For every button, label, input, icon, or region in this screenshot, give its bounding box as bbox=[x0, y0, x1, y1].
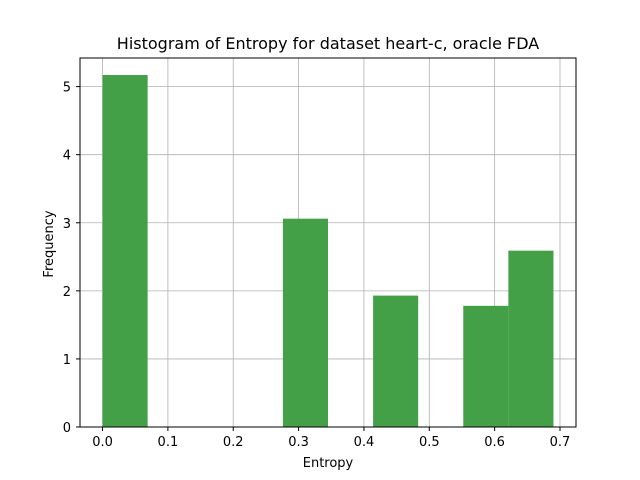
histogram-bar bbox=[373, 295, 419, 427]
x-tick-label: 0.0 bbox=[92, 435, 113, 450]
x-axis-label: Entropy bbox=[303, 456, 354, 471]
histogram-bar bbox=[463, 305, 509, 427]
x-tick-label: 0.4 bbox=[354, 435, 375, 450]
chart-title: Histogram of Entropy for dataset heart-c… bbox=[117, 34, 539, 53]
grid-lines bbox=[80, 58, 576, 428]
plot-frame bbox=[79, 57, 577, 428]
y-tick-label: 0 bbox=[63, 421, 71, 436]
y-axis-label: Frequency bbox=[42, 210, 57, 277]
x-tick-label: 0.6 bbox=[484, 435, 505, 450]
y-tick-label: 2 bbox=[63, 285, 71, 300]
histogram-bar bbox=[508, 250, 554, 427]
x-tick-label: 0.3 bbox=[288, 435, 309, 450]
y-tick-label: 3 bbox=[63, 217, 71, 232]
x-axis-ticks: 0.0 0.1 0.2 0.3 0.4 0.5 0.6 0.7 bbox=[92, 427, 570, 450]
histogram-bar bbox=[102, 75, 148, 427]
y-axis-ticks: 0 1 2 3 4 5 bbox=[63, 81, 80, 436]
y-tick-label: 1 bbox=[63, 353, 71, 368]
histogram-bars bbox=[102, 75, 554, 427]
y-tick-label: 4 bbox=[63, 149, 71, 164]
histogram-bar bbox=[282, 218, 328, 427]
x-tick-label: 0.5 bbox=[419, 435, 440, 450]
y-tick-label: 5 bbox=[63, 81, 71, 96]
x-tick-label: 0.7 bbox=[550, 435, 571, 450]
x-tick-label: 0.2 bbox=[223, 435, 244, 450]
x-tick-label: 0.1 bbox=[158, 435, 179, 450]
